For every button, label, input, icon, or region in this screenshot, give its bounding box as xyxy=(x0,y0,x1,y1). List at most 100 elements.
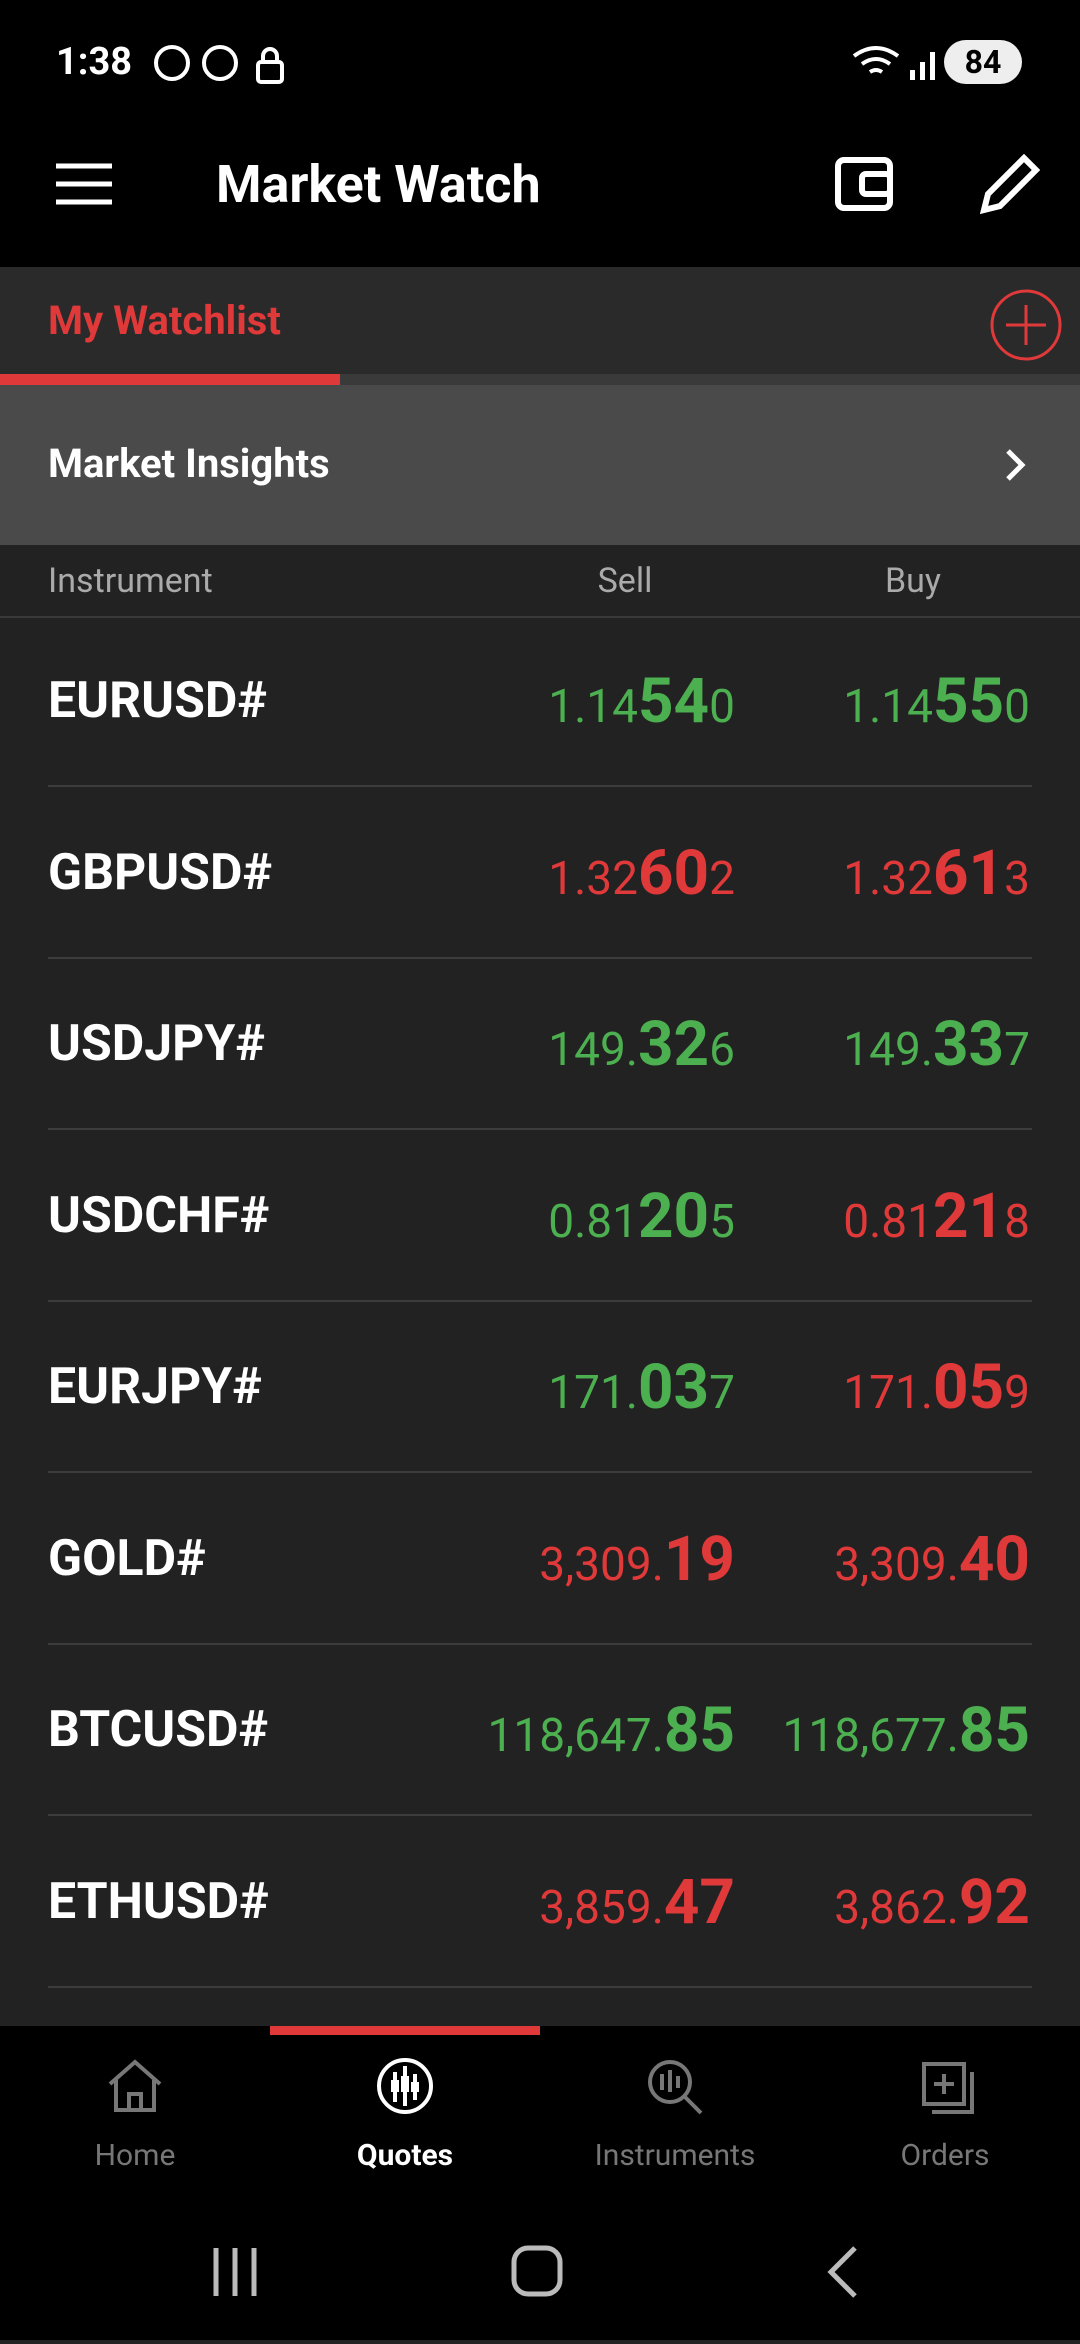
divider xyxy=(48,956,1032,959)
nav-indicator xyxy=(270,2026,540,2035)
price-part: 55 xyxy=(932,665,1005,738)
signal-icons xyxy=(852,46,935,80)
sell-price: 0.81205 xyxy=(548,1131,735,1308)
price-part: 0.81 xyxy=(548,1194,638,1249)
status-icons xyxy=(154,45,284,84)
nav-icon xyxy=(648,2060,703,2115)
tab[interactable]: My Watchlist xyxy=(48,297,281,344)
quote-row[interactable]: EURUSD# 1.14540 1.14550 xyxy=(0,616,1080,787)
quote-row[interactable]: ETHUSD# 3,859.47 3,862.92 xyxy=(0,1817,1080,1988)
add-button[interactable] xyxy=(988,287,1064,363)
symbol: GBPUSD# xyxy=(48,843,273,902)
price-part: 40 xyxy=(958,1522,1030,1596)
system-buttons xyxy=(213,2245,857,2298)
sell-price: 3,309.19 xyxy=(539,1474,735,1651)
symbol: GOLD# xyxy=(48,1529,206,1588)
price-part: 85 xyxy=(663,1694,735,1767)
price-part: 1.32 xyxy=(843,851,933,906)
symbol: EURUSD# xyxy=(48,672,267,730)
sell-price: 118,647.85 xyxy=(488,1645,735,1822)
price-part: 0 xyxy=(1004,680,1030,734)
price-part: 3 xyxy=(1004,851,1030,906)
price-part: 118,677. xyxy=(782,1709,959,1763)
nav-icon xyxy=(922,2062,974,2114)
buy-price: 149.337 xyxy=(843,959,1030,1136)
price-part: 60 xyxy=(637,836,710,910)
divider xyxy=(48,1471,1032,1473)
quote-row[interactable]: USDCHF# 0.81205 0.81218 xyxy=(0,1131,1080,1302)
price-part: 171. xyxy=(843,1366,933,1420)
insights-label: Market Insights xyxy=(48,440,330,487)
nav-label: Quotes xyxy=(356,2138,454,2173)
system-nav xyxy=(0,2208,1080,2340)
col: Instrument xyxy=(48,561,213,601)
col: Sell xyxy=(597,561,653,601)
divider xyxy=(48,785,1032,787)
price-part: 118,647. xyxy=(487,1709,664,1763)
divider xyxy=(48,1642,1032,1645)
title: Market Watch xyxy=(216,154,541,215)
quote-row[interactable]: BTCUSD# 118,647.85 118,677.85 xyxy=(0,1645,1080,1816)
quote-row[interactable]: EURJPY# 171.037 171.059 xyxy=(0,1302,1080,1473)
tab-indicator xyxy=(0,374,340,385)
price-part: 1.32 xyxy=(548,851,638,906)
nav-item[interactable]: Home xyxy=(0,2026,270,2208)
nav-item[interactable]: Orders xyxy=(810,2026,1080,2208)
edit-button[interactable] xyxy=(978,154,1040,216)
quote-row[interactable]: USDJPY# 149.326 149.337 xyxy=(0,959,1080,1130)
price-part: 8 xyxy=(1004,1194,1030,1249)
price-part: 05 xyxy=(932,1351,1005,1424)
divider xyxy=(48,1985,1032,1988)
nav-label: Home xyxy=(94,2138,176,2173)
sell-price: 1.32602 xyxy=(548,788,735,965)
buy-price: 0.81218 xyxy=(843,1131,1030,1308)
symbol: USDJPY# xyxy=(48,1015,265,1073)
price-part: 85 xyxy=(958,1694,1030,1767)
price-part: 149. xyxy=(548,1023,638,1077)
quote-row[interactable]: GOLD# 3,309.19 3,309.40 xyxy=(0,1474,1080,1645)
buy-price: 171.059 xyxy=(843,1302,1030,1479)
symbol: ETHUSD# xyxy=(48,1872,269,1931)
price-part: 1.14 xyxy=(843,680,933,734)
battery: 84 xyxy=(944,40,1022,84)
buy-price: 1.14550 xyxy=(843,616,1030,793)
price-part: 32 xyxy=(637,1008,710,1081)
tab-bar: My Watchlist xyxy=(0,267,1080,385)
price-part: 03 xyxy=(637,1351,710,1424)
sell-price: 149.326 xyxy=(548,959,735,1136)
price-part: 21 xyxy=(932,1179,1005,1253)
divider xyxy=(48,1299,1032,1302)
buy-price: 3,309.40 xyxy=(834,1474,1030,1651)
buy-price: 118,677.85 xyxy=(783,1645,1030,1822)
price-part: 7 xyxy=(1004,1023,1030,1077)
chevron xyxy=(1006,449,1026,481)
tab-track xyxy=(340,374,1080,385)
price-part: 3,862. xyxy=(834,1880,959,1935)
sell-price: 171.037 xyxy=(548,1302,735,1479)
price-part: 0.81 xyxy=(843,1194,933,1249)
quote-row[interactable]: GBPUSD# 1.32602 1.32613 xyxy=(0,788,1080,959)
price-part: 1.14 xyxy=(548,680,638,734)
insights-row[interactable]: Market Insights xyxy=(0,385,1080,545)
wallet-button[interactable] xyxy=(834,154,896,214)
buy-price: 1.32613 xyxy=(843,788,1030,965)
nav-icon xyxy=(377,2058,433,2114)
sell-price: 3,859.47 xyxy=(539,1817,735,1994)
nav-icon xyxy=(108,2059,162,2112)
nav-item[interactable]: Quotes xyxy=(270,2026,540,2208)
price-part: 2 xyxy=(709,851,735,906)
nav-item[interactable]: Instruments xyxy=(540,2026,810,2208)
price-part: 5 xyxy=(709,1194,735,1249)
col: Buy xyxy=(884,561,941,601)
price-part: 61 xyxy=(932,836,1005,910)
price-part: 20 xyxy=(637,1179,710,1253)
price-part: 9 xyxy=(1004,1366,1030,1420)
price-part: 47 xyxy=(663,1865,735,1939)
divider xyxy=(48,1128,1032,1130)
app-header: 1:38 84 Market Watch xyxy=(0,0,1080,267)
menu-button[interactable] xyxy=(54,160,114,210)
price-part: 0 xyxy=(709,680,735,734)
price-part: 92 xyxy=(958,1865,1030,1939)
column-header: Instrument Sell Buy xyxy=(0,545,1080,618)
